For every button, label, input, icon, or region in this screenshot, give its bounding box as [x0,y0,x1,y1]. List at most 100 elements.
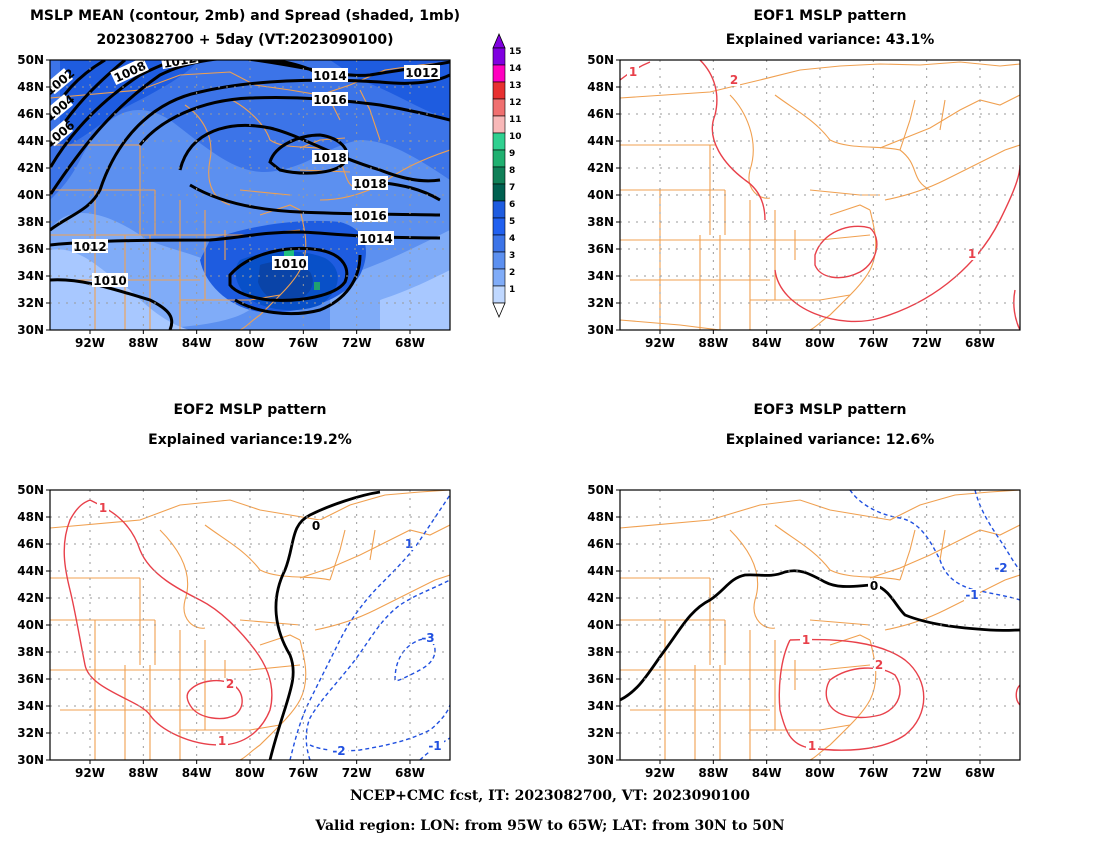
lon-tick-label: 72W [912,336,942,350]
lon-tick-label: 76W [858,336,888,350]
colorbar-segment [492,115,506,134]
colorbar-segment [492,81,506,100]
svg-text:2: 2 [730,73,738,87]
lat-tick-label: 48N [587,80,614,94]
lon-tick-label: 76W [288,766,318,780]
lat-tick-label: 42N [587,161,614,175]
svg-text:1: 1 [968,247,976,261]
lat-tick-label: 44N [587,564,614,578]
lon-tick-label: 68W [395,336,425,350]
colorbar-label: 14 [509,64,522,74]
svg-text:1016: 1016 [313,93,346,107]
lon-tick-label: 92W [75,336,105,350]
mean-map-panel: 1002 1004 1006 1008 1012 1014 1012 1016 … [50,51,450,330]
svg-text:-2: -2 [994,561,1007,575]
lat-tick-label: 44N [17,134,44,148]
svg-text:1012: 1012 [162,51,197,71]
lon-tick-label: 76W [858,766,888,780]
colorbar-label: 2 [509,268,515,278]
lat-tick-label: 44N [587,134,614,148]
colorbar-segment [492,149,506,168]
svg-text:1018: 1018 [313,151,346,165]
eof2-contour-labels: 0 1 2 1 1 -2 -3 -1 [97,501,444,758]
lat-tick-label: 40N [587,188,614,202]
lat-tick-label: 48N [17,510,44,524]
lon-tick-label: 92W [75,766,105,780]
colorbar-bottom-arrow [492,302,506,319]
lat-tick-label: 38N [587,215,614,229]
svg-text:-2: -2 [332,744,345,758]
svg-text:0: 0 [870,579,878,593]
colorbar-segment [492,64,506,83]
colorbar-segment [492,234,506,253]
lon-tick-label: 84W [182,336,212,350]
colorbar-label: 10 [509,132,522,142]
lon-tick-label: 72W [342,766,372,780]
lat-tick-label: 30N [587,753,614,767]
mslp-contour-labels: 1002 1004 1006 1008 1012 1014 1012 1016 … [50,51,440,288]
svg-text:1: 1 [218,734,226,748]
lon-tick-label: 92W [645,336,675,350]
lon-tick-label: 84W [182,766,212,780]
lon-tick-label: 88W [698,766,728,780]
lat-tick-label: 50N [587,483,614,497]
lat-tick-label: 46N [17,537,44,551]
lat-tick-label: 32N [17,296,44,310]
lat-tick-label: 38N [17,645,44,659]
lat-tick-label: 40N [17,618,44,632]
svg-text:1: 1 [405,537,413,551]
lat-tick-label: 36N [17,242,44,256]
map-axes: 50N 48N 46N 44N 42N 40N 38N 36N 34N 32N 30N 92W 88W 8… [17,483,451,780]
colorbar-label: 15 [509,47,522,57]
mean-panel-subtitle: 2023082700 + 5day (VT:2023090100) [96,32,394,48]
lat-tick-label: 34N [587,269,614,283]
colorbar-label: 6 [509,200,515,210]
colorbar-label: 3 [509,251,515,261]
colorbar-label: 12 [509,98,522,108]
eof2-panel-title: EOF2 MSLP pattern [173,402,327,418]
lon-tick-label: 80W [235,766,265,780]
lat-tick-label: 34N [17,269,44,283]
colorbar-segment [492,183,506,202]
eof2-panel-subtitle: Explained variance:19.2% [148,432,352,448]
lat-tick-label: 36N [17,672,44,686]
lon-tick-label: 92W [645,766,675,780]
lat-tick-label: 30N [587,323,614,337]
colorbar-label: 13 [509,81,522,91]
colorbar-label: 8 [509,166,515,176]
colorbar-segment [492,251,506,270]
svg-text:1: 1 [99,501,107,515]
lat-tick-label: 40N [17,188,44,202]
lat-tick-label: 34N [587,699,614,713]
lat-tick-label: 36N [587,242,614,256]
eof3-contour-labels: 0 1 2 1 -1 -2 [800,561,1010,753]
lon-tick-label: 76W [288,336,318,350]
map-axes: 50N 48N 46N 44N 42N 40N 38N 36N 34N 32N 30N 92W 88W 8… [17,53,451,350]
colorbar-label: 11 [509,115,522,125]
lat-tick-label: 44N [17,564,44,578]
mslp-mean-contours [50,60,450,330]
colorbar-segment [492,166,506,185]
eof2-map-panel: 0 1 2 1 1 -2 -3 -1 [50,490,450,760]
lat-tick-label: 36N [587,672,614,686]
colorbar-segment [492,285,506,304]
map-axes: 50N 48N 46N 44N 42N 40N 38N 36N 34N 32N 30N 92W 88W 8… [587,483,1021,780]
lon-tick-label: 68W [965,766,995,780]
footer-forecast-info: NCEP+CMC fcst, IT: 2023082700, VT: 20230… [349,788,751,804]
svg-text:1: 1 [808,739,816,753]
lat-tick-label: 42N [17,161,44,175]
lat-tick-label: 50N [17,483,44,497]
svg-text:-3: -3 [421,631,434,645]
lat-tick-label: 48N [17,80,44,94]
lat-tick-label: 32N [17,726,44,740]
mean-panel-title: MSLP MEAN (contour, 2mb) and Spread (sha… [30,8,460,24]
lon-tick-label: 84W [752,336,782,350]
eof2-contours [63,490,450,760]
colorbar-label: 9 [509,149,515,159]
lat-tick-label: 34N [17,699,44,713]
svg-text:1: 1 [802,633,810,647]
colorbar-top-arrow [492,32,506,49]
lon-tick-label: 68W [395,766,425,780]
svg-text:1: 1 [629,65,637,79]
